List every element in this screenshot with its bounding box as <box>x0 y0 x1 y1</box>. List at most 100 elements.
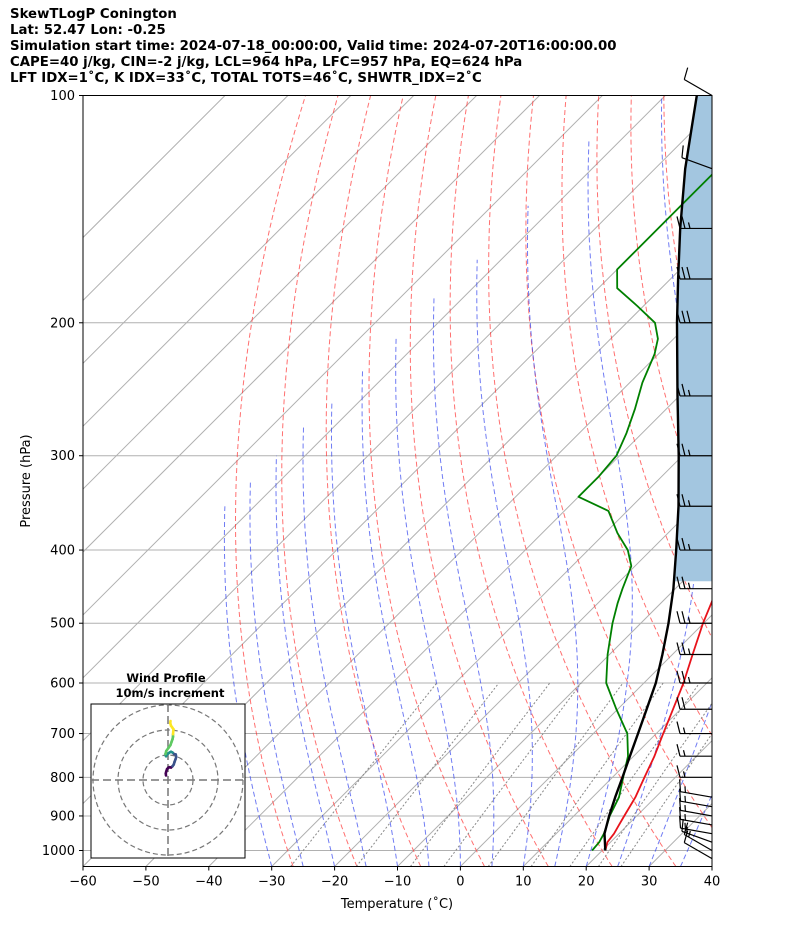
x-tick-label: 0 <box>456 875 464 890</box>
convective-parameters: CAPE=40 j/kg, CIN=-2 j/kg, LCL=964 hPa, … <box>10 55 523 70</box>
x-axis-ticks: −60 −50 −40 −30 −20 −10 0 10 20 30 40 <box>69 866 721 890</box>
moist-adiabat <box>302 427 367 867</box>
station-title: SkewTLogP Conington <box>10 7 177 22</box>
y-tick-label: 200 <box>50 316 75 331</box>
wind-barb-flag <box>686 266 691 280</box>
wind-barb-flag <box>676 697 681 710</box>
x-axis-label: Temperature (˚C) <box>340 896 453 912</box>
isotherm-gridline <box>83 95 477 490</box>
mixing-ratio-lines <box>290 682 712 867</box>
isotherm-gridline <box>334 488 712 867</box>
y-tick-label: 900 <box>50 809 75 824</box>
wind-barb <box>676 721 712 735</box>
wind-barb-flag <box>676 310 681 323</box>
x-tick-label: 10 <box>515 875 532 890</box>
wind-barb <box>676 216 712 230</box>
y-tick-label: 500 <box>50 617 75 632</box>
dry-adiabat <box>325 95 422 867</box>
isotherm-gridline <box>522 677 712 867</box>
y-tick-label: 600 <box>50 677 75 692</box>
wind-barb <box>676 744 712 757</box>
moist-adiabat <box>432 297 495 867</box>
isotherm-gridline <box>711 865 712 867</box>
moist-adiabat <box>476 259 533 867</box>
isotherm-gridline <box>397 551 712 867</box>
wind-barb-half-flag <box>687 617 691 624</box>
wind-barb-staff <box>683 78 713 97</box>
mixing-ratio-line <box>487 682 624 867</box>
dry-adiabat <box>368 95 485 867</box>
wind-barb-flag <box>676 216 681 229</box>
moist-adiabat <box>249 481 304 867</box>
moist-adiabat <box>331 402 398 867</box>
wind-barb-flag <box>679 788 682 802</box>
moist-adiabat <box>617 95 700 867</box>
wind-barb-flag <box>681 642 686 655</box>
isotherm-gridline <box>83 95 352 365</box>
wind-barb-staff <box>683 833 713 852</box>
dry-adiabat <box>729 96 794 867</box>
moist-adiabat <box>648 700 712 867</box>
wind-barbs <box>676 67 713 860</box>
wind-barb-flag <box>676 744 681 757</box>
wind-barb-flag <box>676 266 681 280</box>
wind-barb <box>679 807 713 826</box>
wind-barb <box>676 765 712 778</box>
isotherm-gridline <box>83 95 226 239</box>
x-tick-label: 20 <box>578 875 595 890</box>
wind-barb-flag <box>681 310 686 323</box>
wind-barb <box>683 830 713 860</box>
wind-barb <box>676 576 712 590</box>
dry-adiabat <box>525 95 712 829</box>
y-tick-label: 400 <box>50 544 75 559</box>
wind-barb <box>676 266 712 280</box>
mixing-ratio-line <box>443 682 582 867</box>
wind-barb-flag <box>681 576 686 589</box>
y-tick-label: 1000 <box>42 844 75 859</box>
isotherm-gridline <box>83 95 666 679</box>
wind-barb-flag <box>679 807 682 820</box>
wind-barb-flag <box>676 642 681 655</box>
wind-barb-flag <box>681 611 686 624</box>
cape-shading <box>674 95 712 582</box>
wind-barb <box>681 145 713 170</box>
wind-barb <box>676 611 712 624</box>
x-tick-label: −40 <box>195 875 222 890</box>
x-tick-label: 40 <box>704 875 721 890</box>
moist-adiabat <box>585 141 633 867</box>
wind-barb-staff <box>680 800 713 808</box>
sounding-series <box>577 95 712 852</box>
isotherm-gridline <box>83 110 712 742</box>
wind-barb-staff <box>681 830 713 843</box>
wind-barb-flag <box>676 721 681 734</box>
wind-barb-flag <box>676 611 681 624</box>
wind-barb-flag <box>686 310 691 323</box>
wind-barb-flag <box>681 216 686 229</box>
temperature-line <box>604 598 712 851</box>
isotherm-gridline <box>271 425 712 867</box>
wind-barb-half-flag <box>687 500 691 507</box>
wind-barb-flag <box>683 67 689 80</box>
wind-barb-staff <box>683 842 713 860</box>
wind-barb <box>676 697 712 710</box>
wind-barb-half-flag <box>686 826 688 834</box>
wind-barb <box>676 310 712 324</box>
hodograph-subtitle: 10m/s increment <box>116 686 225 700</box>
wind-barb <box>676 383 712 397</box>
mixing-ratio-line <box>530 682 664 867</box>
mixing-ratio-line <box>409 682 551 867</box>
y-tick-label: 100 <box>50 89 75 104</box>
wind-barb-staff <box>680 827 713 835</box>
isotherm-gridline <box>83 95 289 302</box>
isotherm-gridline <box>145 299 712 867</box>
moist-adiabat <box>527 205 579 867</box>
dry-adiabat <box>235 95 306 867</box>
wind-barb-flag <box>681 697 686 710</box>
y-axis-ticks: 100 200 300 400 500 600 700 800 900 1000 <box>42 89 83 859</box>
dry-adiabat <box>762 96 794 867</box>
dry-adiabat <box>561 95 712 737</box>
moist-adiabat <box>361 368 430 867</box>
y-tick-label: 300 <box>50 449 75 464</box>
wind-barb-flag <box>681 266 686 280</box>
wind-barb-flag <box>681 145 684 158</box>
